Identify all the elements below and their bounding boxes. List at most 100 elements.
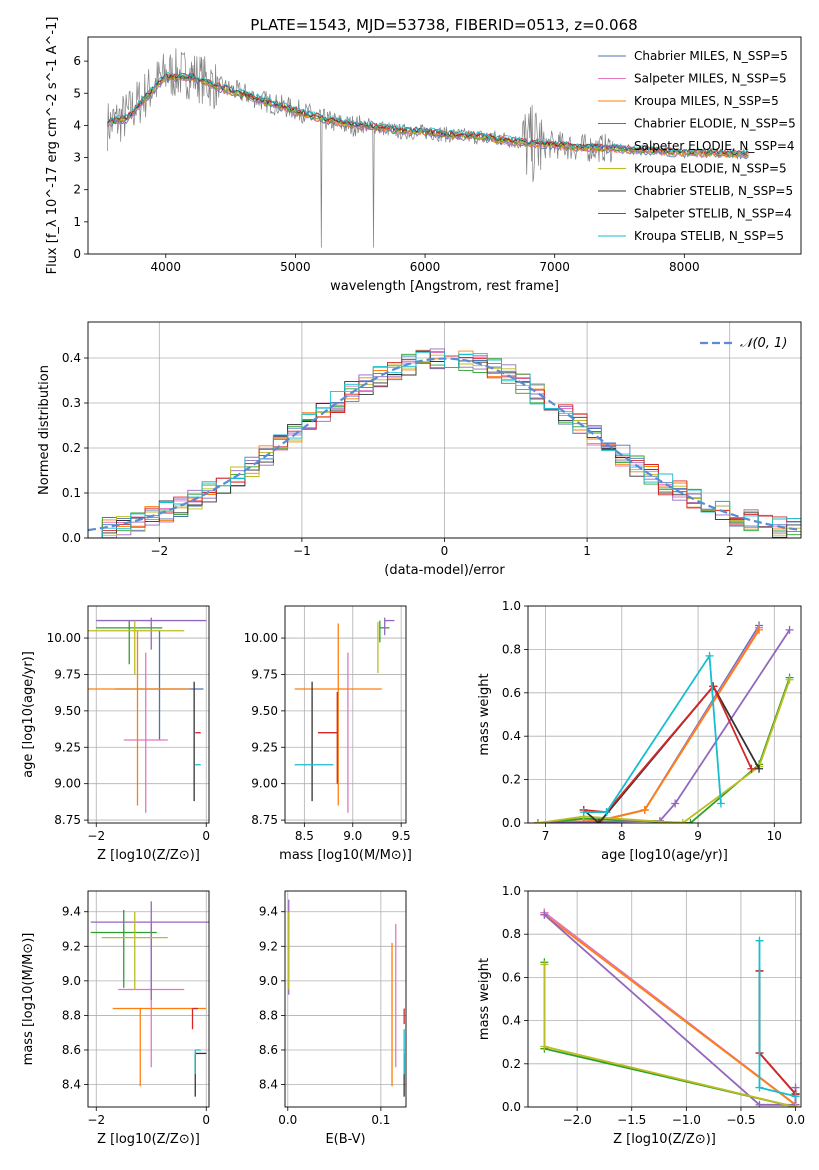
weight-series-line (537, 679, 791, 823)
x-tick-label: 9.5 (392, 829, 411, 843)
weight-series-line (543, 962, 796, 1107)
y-tick-label: 9.4 (259, 905, 278, 919)
x-axis-label: Z [log10(Z/Z⊙)] (97, 1132, 200, 1147)
y-tick-label: 9.4 (62, 905, 81, 919)
plot-frame (87, 36, 802, 255)
errorbar-point (317, 691, 338, 784)
gaussian-curve (88, 357, 801, 532)
x-tick-label: −2.0 (563, 1113, 592, 1127)
y-tick-label: 9.25 (54, 740, 81, 754)
y-tick-label: 0.8 (502, 927, 521, 941)
y-axis-label: Flux [f_λ 10^-17 erg cm^-2 s^-1 A^-1] (45, 17, 60, 275)
weight-point-marker (755, 936, 764, 945)
x-tick-label: 4000 (151, 260, 182, 274)
y-tick-label: 0.2 (502, 773, 521, 787)
weight-point-marker (785, 675, 794, 684)
weight-point-marker (747, 764, 756, 773)
errorbars (288, 899, 405, 1097)
y-tick-label: 9.2 (259, 939, 278, 953)
legend-label: Kroupa STELIB, N_SSP=5 (634, 229, 784, 243)
y-tick-label: 8.8 (259, 1008, 278, 1022)
x-tick-label: −0.5 (726, 1113, 755, 1127)
weight-point-marker (640, 805, 649, 814)
errorbar-point (191, 1007, 198, 1030)
y-tick-label: 0.4 (62, 351, 81, 365)
residuals-panel: −2 −1 0 1 2 0.0 0.1 0.2 0.3 0.4 (data-model)/error… (37, 321, 802, 578)
x-tick-label: 0 (441, 544, 449, 558)
plot-frame (87, 890, 210, 1108)
y-tick-label: 8.4 (62, 1078, 81, 1092)
weight-series-line (583, 684, 753, 814)
spectrum-panel: 4000 5000 6000 7000 8000 0 1 2 3 4 5 6 wavelength [A… (45, 17, 802, 294)
x-tick-label: 9 (694, 829, 702, 843)
errorbar-point (123, 652, 168, 813)
y-tick-label: 9.0 (62, 974, 81, 988)
y-tick-label: 0.4 (502, 1014, 521, 1028)
y-tick-label: 10.00 (244, 631, 278, 645)
legend-label: Chabrier ELODIE, N_SSP=5 (634, 117, 796, 131)
weight-series-line (758, 970, 797, 1095)
y-tick-label: 8.75 (251, 813, 278, 827)
x-tick-label: 0.0 (786, 1113, 805, 1127)
legend-label: Salpeter ELODIE, N_SSP=4 (634, 139, 795, 153)
y-tick-label: 9.75 (251, 667, 278, 681)
x-axis-label: (data-model)/error (384, 563, 505, 578)
errorbar-point (96, 620, 163, 665)
y-tick-label: 9.2 (62, 939, 81, 953)
x-tick-label: 0 (202, 1113, 210, 1127)
errorbar-point (101, 911, 168, 990)
y-tick-label: 0.8 (502, 642, 521, 656)
weight-point-marker (540, 960, 549, 969)
errorbar-point (96, 617, 207, 650)
x-axis-label: E(B-V) (325, 1132, 365, 1147)
legend-label: Kroupa ELODIE, N_SSP=5 (634, 162, 787, 176)
errorbar-point (88, 620, 185, 675)
y-tick-label: 1.0 (502, 884, 521, 898)
weight-point-marker (594, 819, 603, 823)
y-tick-label: 0.0 (62, 531, 81, 545)
weight-point-marker (705, 651, 714, 660)
x-tick-label: 9.0 (343, 829, 362, 843)
figure-title: PLATE=1543, MJD=53738, FIBERID=0513, z=0… (250, 16, 637, 34)
y-tick-label: 0 (73, 247, 81, 261)
y-tick-label: 9.50 (54, 704, 81, 718)
spectrum-lines (106, 48, 749, 248)
x-tick-label: 0.1 (371, 1113, 390, 1127)
weight-point-marker (791, 1103, 800, 1107)
y-tick-label: 6 (73, 54, 81, 68)
weight-point-marker (671, 799, 680, 808)
legend-label: Kroupa MILES, N_SSP=5 (634, 94, 779, 108)
legend-label: Salpeter STELIB, N_SSP=4 (634, 207, 792, 221)
x-tick-label: 7000 (539, 260, 570, 274)
x-tick-label: 10 (767, 829, 782, 843)
weight-series-line (583, 684, 760, 823)
weight-point-marker (533, 819, 542, 823)
weight-point-marker (540, 910, 549, 919)
x-tick-label: −1.5 (617, 1113, 646, 1127)
model-spectrum-line (107, 71, 749, 155)
x-axis-label: Z [log10(Z/Z⊙)] (97, 848, 200, 863)
plot-frame (284, 890, 407, 1108)
weight-series-line (758, 970, 797, 1095)
model-spectrum-line (107, 72, 749, 156)
errorbar-point (88, 630, 190, 806)
x-tick-label: 6000 (410, 260, 441, 274)
y-axis-label: age [log10(age/yr)] (21, 651, 36, 778)
weight-point-marker (602, 808, 611, 817)
x-tick-label: 8.5 (295, 829, 314, 843)
y-tick-label: 0.2 (502, 1057, 521, 1071)
age-vs-mass-panel: 8.5 9.0 9.5 8.75 9.00 9.25 9.50 9.75 10.00 mass [… (244, 605, 412, 863)
weight-series-line (543, 964, 796, 1107)
y-tick-label: 0.6 (502, 970, 521, 984)
errorbar-point (194, 1052, 207, 1097)
y-tick-label: 0.3 (62, 396, 81, 410)
y-tick-label: 1 (73, 215, 81, 229)
x-tick-label: 0.0 (278, 1113, 297, 1127)
spectrum-legend: Chabrier MILES, N_SSP=5 Salpeter MILES, N… (598, 49, 796, 243)
errorbars (88, 617, 207, 813)
errorbar-point (294, 623, 382, 806)
y-tick-label: 9.50 (251, 704, 278, 718)
errorbar-point (194, 1049, 201, 1075)
weight-point-marker (686, 819, 695, 823)
